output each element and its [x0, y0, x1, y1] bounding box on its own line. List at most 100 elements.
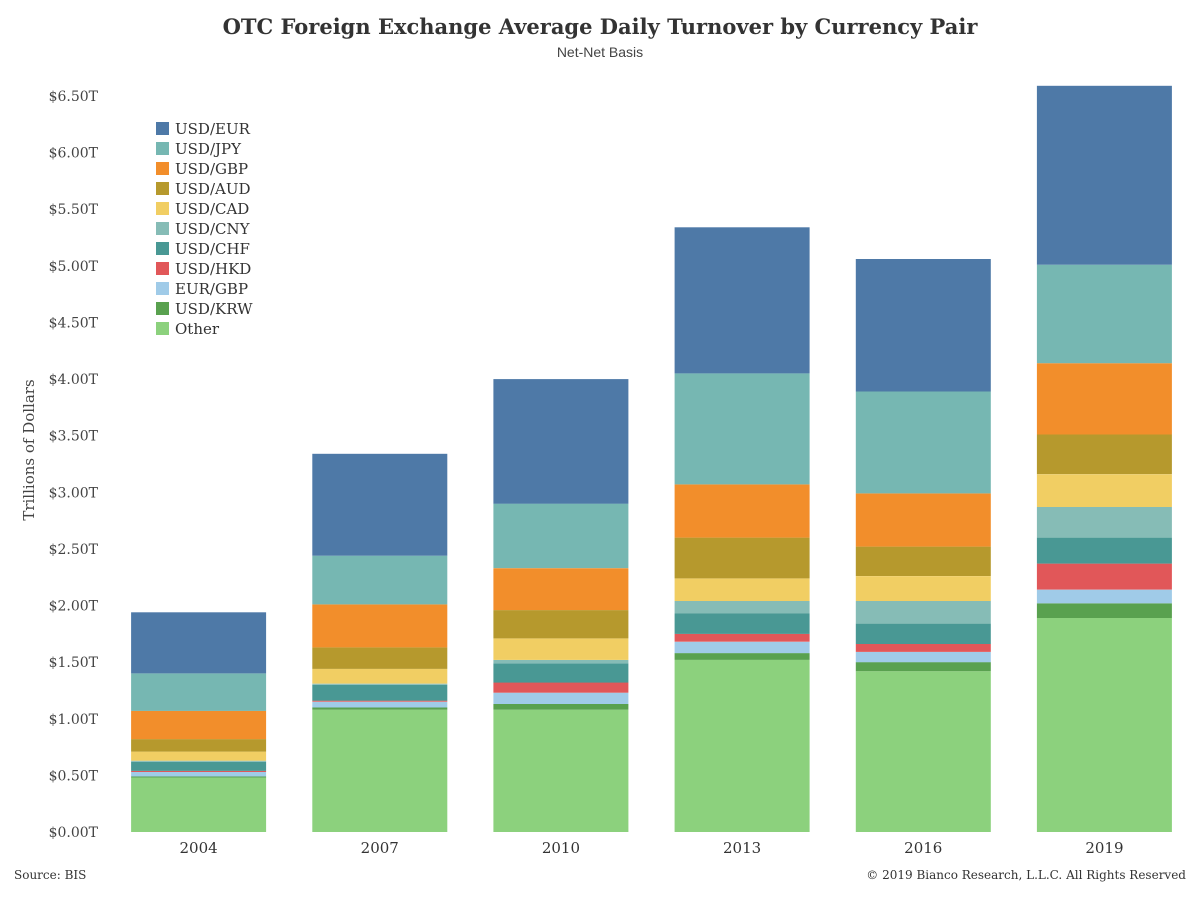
x-tick-label: 2010: [542, 839, 580, 857]
bar-segment: [312, 707, 448, 710]
bar-segment: [674, 227, 810, 374]
y-tick-label: $2.50T: [49, 542, 99, 558]
y-tick-label: $4.50T: [49, 315, 99, 331]
bar-segment: [674, 537, 810, 579]
legend-label: USD/CNY: [175, 220, 251, 238]
bar-segment: [1036, 507, 1172, 538]
legend-swatch: [156, 262, 169, 275]
bar-segment: [131, 739, 267, 752]
y-axis: $0.00T $0.50T $1.00T $1.50T $2.00T $2.50T $3.0…: [49, 89, 99, 841]
bar-segment: [493, 692, 629, 704]
bar-segment: [674, 659, 810, 832]
bar-segment: [855, 652, 991, 663]
bar-segment: [493, 663, 629, 683]
y-tick-label: $2.00T: [49, 599, 99, 615]
legend-swatch: [156, 282, 169, 295]
bar-segment: [493, 638, 629, 660]
bar-segment: [1036, 618, 1172, 832]
bar-segment: [131, 761, 267, 771]
legend-label: USD/JPY: [175, 140, 242, 158]
bar-segment: [674, 578, 810, 601]
bar-segment: [674, 373, 810, 485]
legend-swatch: [156, 202, 169, 215]
bar-segment: [312, 684, 448, 701]
y-tick-label: $3.50T: [49, 429, 99, 445]
bar-segment: [131, 777, 267, 832]
legend-swatch: [156, 122, 169, 135]
bar-segment: [855, 662, 991, 672]
bar-segment: [131, 751, 267, 761]
bar-segment: [1036, 363, 1172, 435]
chart-subtitle: Net-Net Basis: [556, 44, 644, 60]
bar-segment: [1036, 264, 1172, 364]
x-tick-label: 2016: [904, 839, 942, 857]
y-tick-label: $6.00T: [49, 146, 99, 162]
bar-segment: [674, 601, 810, 614]
bar-segment: [493, 610, 629, 639]
bar-segment: [312, 683, 448, 685]
x-tick-label: 2007: [361, 839, 399, 857]
x-tick-label: 2004: [179, 839, 217, 857]
y-axis-label: Trillions of Dollars: [20, 379, 38, 520]
y-tick-label: $6.50T: [49, 89, 99, 105]
bar-segment: [312, 668, 448, 684]
legend-label: USD/HKD: [175, 260, 251, 278]
y-tick-label: $1.00T: [49, 712, 99, 728]
bar-segment: [131, 673, 267, 711]
x-axis: 2004 2007 2010 2013 2016 2019: [179, 839, 1123, 857]
bar-segment: [312, 709, 448, 832]
copyright-note: © 2019 Bianco Research, L.L.C. All Right…: [866, 868, 1186, 882]
bar-segment: [674, 641, 810, 654]
legend-label: USD/EUR: [175, 120, 251, 138]
legend-swatch: [156, 322, 169, 335]
bar-segment: [493, 568, 629, 611]
bar-segment: [312, 555, 448, 605]
bar-segment: [131, 710, 267, 740]
bar-segment: [312, 604, 448, 648]
bar-segment: [493, 709, 629, 832]
bar-segment: [674, 633, 810, 642]
bar-segment: [312, 453, 448, 556]
bar-segment: [674, 484, 810, 538]
bar-segment: [493, 704, 629, 710]
bar-segment: [855, 259, 991, 392]
y-tick-label: $4.00T: [49, 372, 99, 388]
bar-segment: [855, 576, 991, 601]
legend-label: USD/CAD: [175, 200, 249, 218]
bar-segment: [312, 647, 448, 669]
bar-segment: [1036, 85, 1172, 265]
legend-swatch: [156, 242, 169, 255]
y-tick-label: $0.50T: [49, 768, 99, 784]
bar-segment: [493, 659, 629, 664]
bar-segment: [312, 701, 448, 708]
bar-segment: [674, 653, 810, 660]
bar-segment: [131, 772, 267, 777]
legend-label: EUR/GBP: [175, 280, 248, 298]
legend-swatch: [156, 302, 169, 315]
bar-segment: [1036, 474, 1172, 507]
legend-swatch: [156, 142, 169, 155]
legend-label: USD/KRW: [175, 300, 253, 318]
x-tick-label: 2019: [1085, 839, 1123, 857]
chart-title: OTC Foreign Exchange Average Daily Turno…: [222, 14, 978, 39]
y-tick-label: $0.00T: [49, 825, 99, 841]
legend-swatch: [156, 222, 169, 235]
legend-label: Other: [175, 320, 220, 338]
bar-segment: [1036, 563, 1172, 590]
legend-swatch: [156, 162, 169, 175]
legend-swatch: [156, 182, 169, 195]
bar-segment: [493, 503, 629, 569]
bar-segment: [131, 612, 267, 674]
bar-segment: [312, 700, 448, 702]
y-tick-label: $1.50T: [49, 655, 99, 671]
bars-group: [131, 85, 1172, 832]
bar-segment: [1036, 589, 1172, 604]
legend-label: USD/AUD: [175, 180, 251, 198]
x-tick-label: 2013: [723, 839, 761, 857]
bar-segment: [855, 623, 991, 644]
bar-segment: [1036, 603, 1172, 618]
legend-label: USD/CHF: [175, 240, 250, 258]
bar-segment: [674, 613, 810, 634]
bar-segment: [493, 682, 629, 693]
